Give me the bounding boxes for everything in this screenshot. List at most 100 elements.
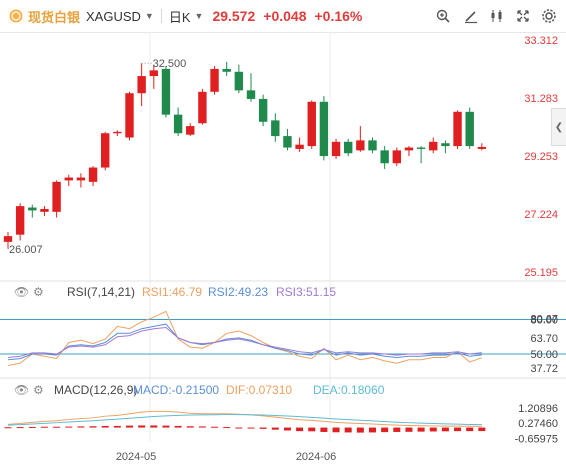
candle[interactable]: [173, 114, 183, 134]
candle[interactable]: [28, 207, 37, 211]
candle[interactable]: [3, 236, 13, 242]
candle[interactable]: [404, 147, 414, 151]
settings-icon[interactable]: [540, 7, 558, 25]
candle[interactable]: [319, 101, 329, 157]
macd-histogram-bar: [320, 427, 328, 432]
macd-histogram-bar: [356, 427, 364, 433]
indicator-settings-icon[interactable]: [488, 7, 506, 25]
macd-histogram-bar: [271, 427, 279, 430]
rsi-settings-icon[interactable]: ⚙: [33, 285, 44, 299]
candle[interactable]: [356, 140, 365, 151]
macd-histogram-bar: [223, 427, 231, 429]
candle[interactable]: [283, 136, 292, 148]
candle[interactable]: [125, 93, 134, 138]
candle[interactable]: [222, 68, 231, 72]
macd-histogram-bar: [296, 427, 304, 432]
candle[interactable]: [416, 147, 426, 149]
candle[interactable]: [453, 111, 462, 147]
candle[interactable]: [149, 70, 158, 77]
candle[interactable]: [198, 91, 207, 124]
macd-histogram-bar: [381, 427, 389, 433]
draw-tools-icon[interactable]: [462, 7, 480, 25]
candle[interactable]: [88, 167, 98, 182]
macd-histogram-bar: [126, 425, 133, 428]
toolbar-divider: [160, 9, 162, 23]
candle[interactable]: [52, 181, 61, 212]
rsi-tick-label: 80.67: [530, 314, 558, 326]
macd-histogram-bar: [332, 427, 340, 433]
candle[interactable]: [331, 141, 341, 157]
candle[interactable]: [15, 206, 25, 235]
macd-settings-icon[interactable]: ⚙: [33, 383, 44, 397]
rsi-tick-label: 37.72: [530, 363, 558, 375]
candle[interactable]: [368, 140, 377, 151]
silver-coin-icon: [9, 9, 23, 23]
candle[interactable]: [441, 143, 450, 147]
macd-histogram-bar: [174, 425, 182, 428]
rsi-visibility-icon[interactable]: 👁: [14, 285, 29, 299]
dif-legend: DIF:0.07310: [226, 383, 292, 397]
candle[interactable]: [271, 120, 280, 137]
macd-histogram-bar: [101, 425, 109, 428]
macd-histogram-bar: [89, 426, 97, 428]
macd-histogram-bar: [162, 425, 170, 428]
rsi3-legend: RSI3:51.15: [276, 285, 336, 299]
candle[interactable]: [380, 150, 389, 164]
macd-tick-label: -0.65975: [515, 433, 558, 445]
fullscreen-icon[interactable]: [514, 7, 532, 25]
candle[interactable]: [246, 90, 256, 99]
instrument-name: 现货白银: [28, 9, 81, 25]
candle[interactable]: [186, 126, 195, 135]
macd-histogram-bar: [454, 427, 462, 432]
macd-visibility-icon[interactable]: 👁: [14, 383, 29, 397]
symbol-selector[interactable]: 现货白银 XAGUSD ▼: [0, 7, 154, 26]
y-tick-label: 27.224: [524, 209, 558, 221]
candle[interactable]: [113, 131, 122, 134]
price-change-percent: +0.16%: [314, 8, 363, 24]
interval-selector[interactable]: 日K ▼: [169, 7, 204, 26]
candle[interactable]: [344, 141, 353, 154]
candle[interactable]: [429, 141, 438, 151]
rsi-series-line-1: [7, 310, 483, 366]
macd-histogram-bar: [308, 427, 316, 432]
rsi-tick-label: 80.00: [530, 315, 558, 327]
chart-area[interactable]: 33.312 31.283 29.253 27.224 25.195 2024-05 202…: [0, 32, 566, 465]
macd-histogram-bar: [16, 427, 24, 429]
rsi2-legend: RSI2:49.23: [208, 285, 268, 299]
macd-title: MACD(12,26,9): [54, 383, 137, 397]
y-tick-label: 31.283: [524, 93, 558, 105]
zoom-in-icon[interactable]: [434, 7, 452, 25]
dif-line: [7, 410, 482, 427]
candle[interactable]: [101, 133, 110, 168]
candle[interactable]: [161, 68, 171, 115]
macd-histogram-bar: [478, 427, 486, 432]
macd-histogram-bar: [198, 426, 206, 428]
candle[interactable]: [210, 68, 219, 92]
candle[interactable]: [40, 208, 49, 212]
rsi-series-line-3: [7, 327, 482, 358]
candle[interactable]: [137, 76, 146, 94]
low-annotation: 26.007: [9, 244, 43, 256]
candle[interactable]: [64, 177, 73, 181]
macd-histogram-bar: [28, 426, 36, 428]
candle[interactable]: [477, 146, 487, 149]
macd-histogram-bar: [417, 427, 425, 432]
macd-histogram-bar: [344, 427, 352, 433]
macd-histogram-bar: [113, 425, 121, 428]
rsi-tick-label: 63.70: [530, 333, 558, 345]
candle[interactable]: [295, 144, 304, 149]
macd-histogram-bar: [259, 427, 267, 429]
macd-histogram-bar: [65, 426, 73, 428]
y-tick-label: 25.195: [524, 267, 558, 279]
candle[interactable]: [392, 150, 401, 164]
candle[interactable]: [465, 111, 474, 147]
macd-histogram-bar: [77, 426, 85, 428]
y-tick-label: 29.253: [524, 151, 558, 163]
candle[interactable]: [76, 177, 86, 181]
scroll-right-button[interactable]: ❮: [551, 108, 566, 146]
macd-histogram-bar: [150, 425, 158, 428]
candle[interactable]: [258, 98, 268, 122]
candle[interactable]: [307, 101, 316, 147]
candle[interactable]: [234, 71, 244, 91]
chevron-down-icon: ▼: [144, 11, 154, 21]
